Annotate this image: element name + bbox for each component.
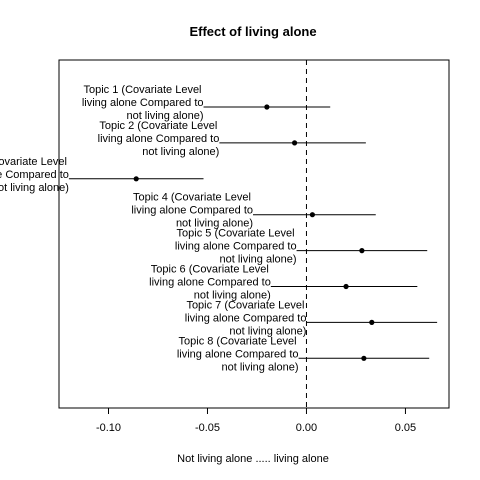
topic-label: Topic 1 (Covariate Level living alone Com… xyxy=(82,84,204,122)
topic-label-line: Topic 6 (Covariate Level xyxy=(151,264,269,276)
topic-label-line: Topic 5 (Covariate Level xyxy=(177,228,295,240)
topic-label-line: living alone Compared to xyxy=(177,348,299,360)
x-axis-label: Not living alone ..... living alone xyxy=(177,453,329,465)
topic-label: Topic 8 (Covariate Level living alone Com… xyxy=(177,335,299,373)
topic-label: Topic 5 (Covariate Level living alone Com… xyxy=(175,228,297,266)
topic-label: Topic 4 (Covariate Level living alone Com… xyxy=(131,192,253,230)
topic-row: Topic 6 (Covariate Level living alone Com… xyxy=(149,264,418,302)
point-estimate xyxy=(343,283,349,290)
topic-label-line: living alone Compared to xyxy=(98,133,220,145)
topic-row: Topic 4 (Covariate Level living alone Com… xyxy=(131,192,376,230)
topic-label-line: Topic 7 (Covariate Level xyxy=(186,299,304,311)
point-estimate xyxy=(133,176,139,182)
topic-label-line: living alone Compared to xyxy=(82,97,204,109)
topic-label-line: not living alone) xyxy=(229,325,306,337)
point-estimate xyxy=(291,140,298,146)
topic-label-line: living alone Compared to xyxy=(131,205,253,217)
topic-label-line: not living alone) xyxy=(194,290,271,302)
point-estimate xyxy=(359,248,365,254)
x-tick-label: 0.05 xyxy=(395,422,416,434)
chart-marks: Topic 1 (Covariate Level living alone Com… xyxy=(0,60,438,408)
point-estimate xyxy=(369,319,375,325)
point-estimate xyxy=(264,104,270,110)
x-tick-label: -0.10 xyxy=(96,422,121,434)
topic-label-line: not living alone) xyxy=(126,110,203,122)
topic-row: Topic 2 (Covariate Level living alone Com… xyxy=(98,120,366,158)
topic-label: Topic 6 (Covariate Level living alone Com… xyxy=(149,264,271,302)
topic-row: Topic 5 (Covariate Level living alone Com… xyxy=(175,228,428,266)
chart-title: Effect of living alone xyxy=(189,24,316,39)
topic-label-line: living alone Compared to xyxy=(0,169,69,181)
topic-row: Topic 1 (Covariate Level living alone Com… xyxy=(82,84,331,122)
topic-label-line: not living alone) xyxy=(221,361,298,373)
topic-label-line: not living alone) xyxy=(142,146,219,158)
topic-label-line: Topic 8 (Covariate Level xyxy=(179,335,297,347)
x-tick-label: -0.05 xyxy=(195,422,220,434)
topic-label-line: Topic 2 (Covariate Level xyxy=(99,120,217,132)
point-estimate xyxy=(361,355,367,361)
topic-label-line: Topic 4 (Covariate Level xyxy=(133,192,251,204)
topic-label: Topic 2 (Covariate Level living alone Com… xyxy=(98,120,220,158)
topic-label-line: not living alone) xyxy=(220,254,297,266)
topic-row: Topic 8 (Covariate Level living alone Com… xyxy=(177,335,430,373)
topic-label-line: Topic 3 (Covariate Level xyxy=(0,156,67,168)
topic-label-line: living alone Compared to xyxy=(185,312,307,324)
topic-label-line: Topic 1 (Covariate Level xyxy=(84,84,202,96)
topic-label-line: not living alone) xyxy=(0,182,69,194)
topic-label-line: living alone Compared to xyxy=(175,241,297,253)
topic-label-line: not living alone) xyxy=(176,218,253,230)
x-axis: -0.10 -0.05 0.00 0.05 xyxy=(96,407,416,434)
topic-row: Topic 7 (Covariate Level living alone Com… xyxy=(185,299,438,337)
point-estimate xyxy=(309,212,316,218)
topic-label-line: living alone Compared to xyxy=(149,277,271,289)
x-tick-label: 0.00 xyxy=(296,422,317,434)
topic-label: Topic 7 (Covariate Level living alone Com… xyxy=(185,299,307,337)
